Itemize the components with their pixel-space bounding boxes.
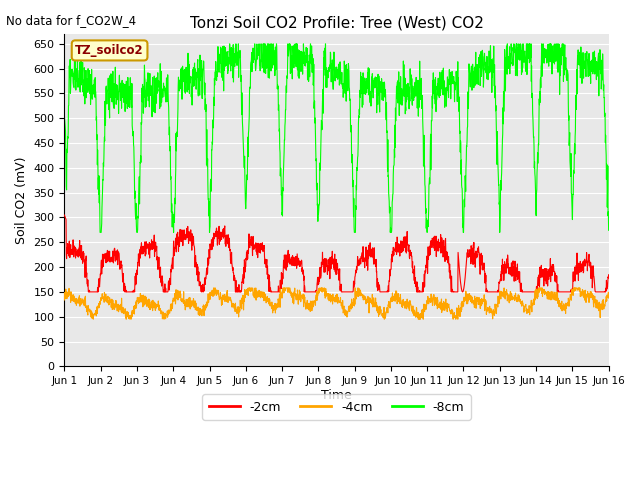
Y-axis label: Soil CO2 (mV): Soil CO2 (mV) <box>15 156 28 244</box>
Text: No data for f_CO2W_4: No data for f_CO2W_4 <box>6 14 136 27</box>
Legend: -2cm, -4cm, -8cm: -2cm, -4cm, -8cm <box>202 395 470 420</box>
X-axis label: Time: Time <box>321 389 352 402</box>
Title: Tonzi Soil CO2 Profile: Tree (West) CO2: Tonzi Soil CO2 Profile: Tree (West) CO2 <box>189 15 483 30</box>
Text: TZ_soilco2: TZ_soilco2 <box>76 44 144 57</box>
